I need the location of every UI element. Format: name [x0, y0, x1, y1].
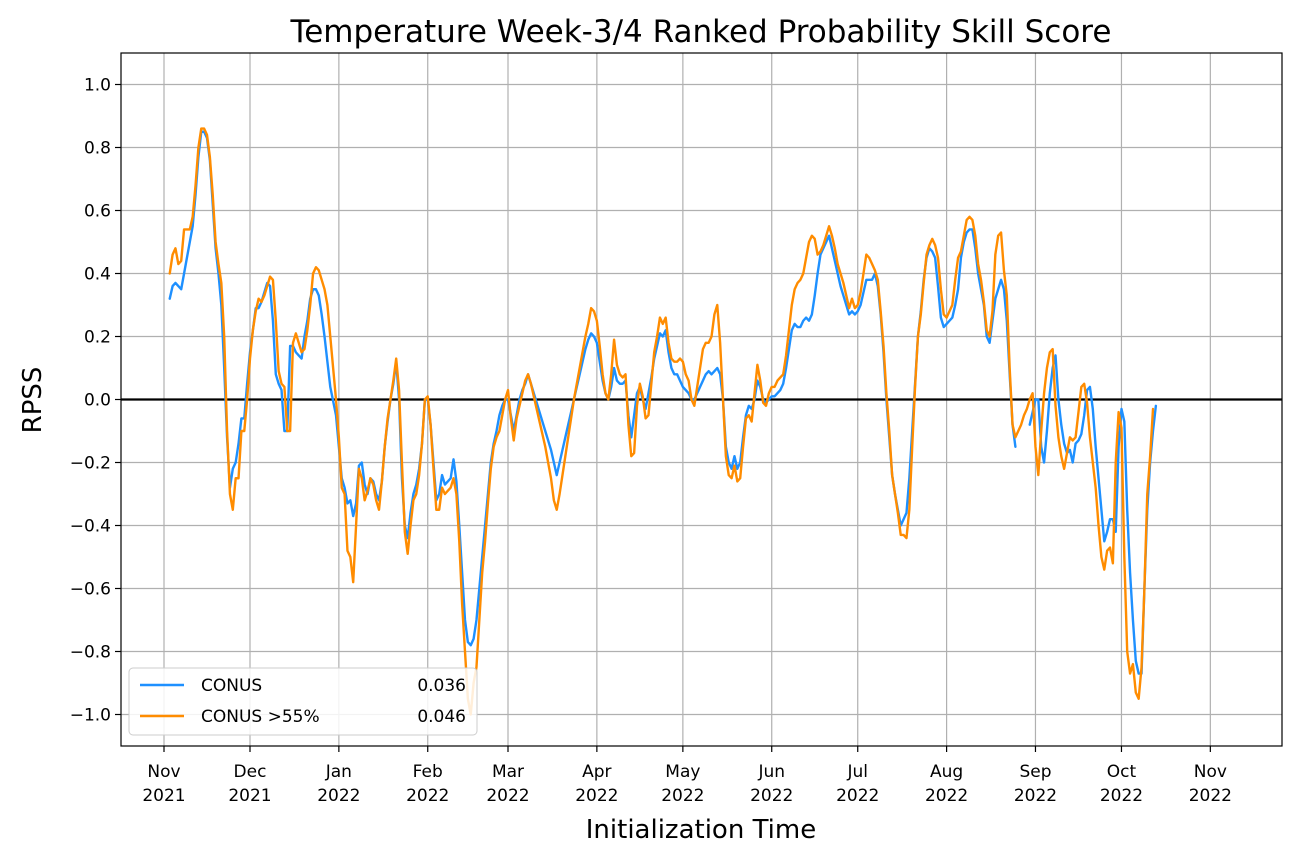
y-tick-label: −0.4	[70, 517, 111, 537]
x-tick-label-month: Sep	[1019, 762, 1051, 782]
legend-box	[128, 667, 478, 736]
legend-label-conus-55: CONUS >55%	[201, 707, 320, 727]
x-tick-label-month: Aug	[930, 762, 963, 782]
x-tick-label-year: 2022	[1014, 786, 1057, 806]
x-tick-label-year: 2022	[317, 786, 360, 806]
x-tick-label-year: 2022	[1100, 786, 1143, 806]
y-tick-label: −0.6	[70, 580, 111, 600]
x-tick-label-month: May	[665, 762, 700, 782]
x-tick-label-year: 2022	[486, 786, 529, 806]
legend-value-conus: 0.036	[417, 676, 466, 696]
y-tick-label: −1.0	[70, 706, 111, 726]
x-tick-label-month: Feb	[413, 762, 443, 782]
chart-title: Temperature Week-3/4 Ranked Probability …	[290, 14, 1112, 50]
y-tick-label: 1.0	[84, 76, 111, 96]
x-tick-label-month: Jul	[846, 762, 868, 782]
y-tick-label: 0.6	[84, 202, 111, 222]
series-line-conus	[1028, 354, 1158, 675]
legend: CONUS 0.036 CONUS >55% 0.046	[128, 667, 478, 736]
x-tick-label-year: 2022	[925, 786, 968, 806]
y-tick-label: 0.8	[84, 139, 111, 159]
x-tick-label-month: Jan	[325, 762, 352, 782]
x-tick-label-year: 2022	[406, 786, 449, 806]
x-tick-label-year: 2022	[1189, 786, 1232, 806]
x-tick-label-year: 2022	[661, 786, 704, 806]
x-tick-label-month: Nov	[147, 762, 180, 782]
x-tick-label-month: Jun	[757, 762, 785, 782]
x-tick-label-month: Oct	[1107, 762, 1137, 782]
y-tick-label: 0.4	[84, 265, 111, 285]
y-tick-label: −0.2	[70, 454, 111, 474]
x-tick-label-year: 2022	[575, 786, 618, 806]
x-axis-label: Initialization Time	[586, 815, 816, 845]
x-tick-label-year: 2022	[836, 786, 879, 806]
legend-label-conus: CONUS	[201, 676, 262, 696]
y-tick-label: 0.2	[84, 328, 111, 348]
series-line-conus-55	[168, 127, 1155, 716]
x-tick-label-month: Mar	[492, 762, 524, 782]
legend-value-conus-55: 0.046	[417, 707, 466, 727]
x-tick-label-year: 2021	[228, 786, 271, 806]
x-tick-label-year: 2022	[750, 786, 793, 806]
x-tick-label-month: Apr	[582, 762, 611, 782]
x-tick-label-month: Dec	[234, 762, 267, 782]
series-layer	[168, 127, 1158, 716]
y-tick-label: −0.8	[70, 643, 111, 663]
y-axis-label: RPSS	[18, 367, 48, 434]
x-tick-label-month: Nov	[1194, 762, 1227, 782]
axis-ticks: −1.0 −0.8 −0.6 −0.4 −0.2 0.0 0.2 0.4 0.6 0.8 1.0 No…	[70, 76, 1232, 807]
y-tick-label: 0.0	[84, 391, 111, 411]
x-tick-label-year: 2021	[142, 786, 185, 806]
